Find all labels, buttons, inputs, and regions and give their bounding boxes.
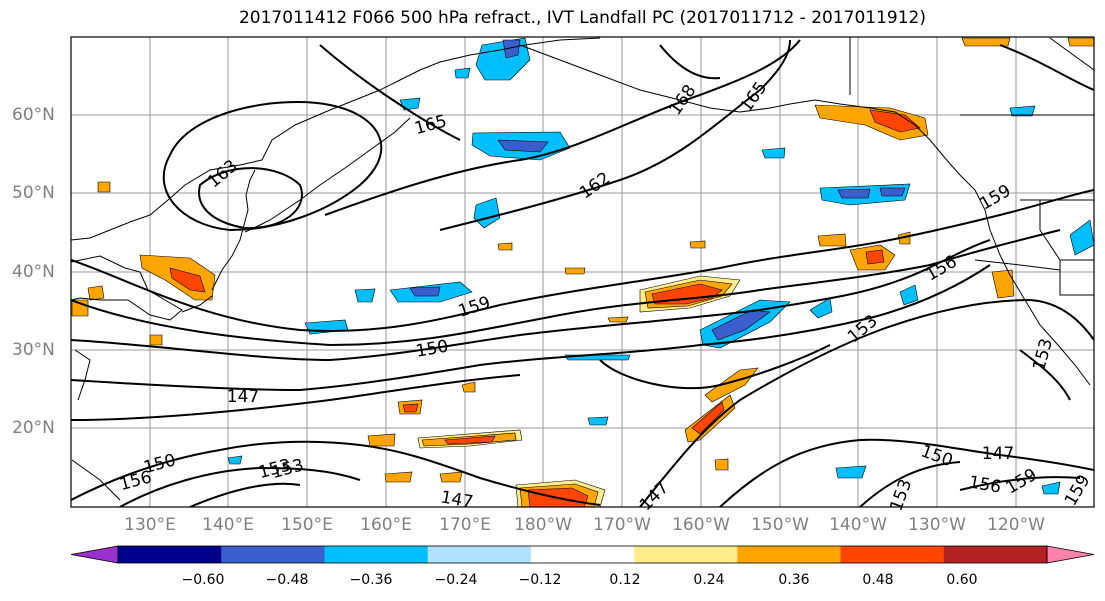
colorbar-tick-label: −0.12 <box>518 572 562 588</box>
colorbar-tick-label: −0.48 <box>265 572 309 588</box>
lat-tick-label: 20°N <box>12 418 55 438</box>
colorbar-outline <box>117 545 1048 564</box>
colorbar-segment <box>840 546 945 563</box>
colorbar-segment <box>737 546 842 563</box>
lat-tick-label: 50°N <box>12 183 55 203</box>
lon-tick-label: 170°E <box>439 515 491 535</box>
negative-anomaly-patches <box>227 37 1094 495</box>
colorbar-segment <box>118 546 222 563</box>
colorbar-extend-high <box>1046 545 1095 564</box>
colorbar-tick-label: −0.24 <box>434 572 478 588</box>
lon-tick-label: 150°W <box>751 515 809 535</box>
contour-label: 147 <box>439 487 474 512</box>
colorbar-segment <box>324 546 429 563</box>
colorbar-segment <box>943 546 1048 563</box>
lon-tick-label: 160°W <box>672 515 730 535</box>
lon-tick-label: 160°E <box>360 515 412 535</box>
lon-tick-label: 130°W <box>908 515 966 535</box>
contour-label: 147 <box>227 387 259 407</box>
lat-tick-label: 60°N <box>12 105 55 125</box>
colorbar-segment <box>427 546 532 563</box>
colorbar-tick-label: −0.60 <box>181 572 225 588</box>
colorbar-extend-low <box>70 545 119 564</box>
lon-tick-label: 140°E <box>202 515 254 535</box>
colorbar-tick-label: 0.36 <box>778 572 810 588</box>
lon-tick-label: 150°E <box>281 515 333 535</box>
lon-tick-label: 180°W <box>514 515 572 535</box>
colorbar-segment <box>221 546 325 563</box>
colorbar-tick-label: 0.12 <box>609 572 641 588</box>
colorbar-segment <box>634 546 738 563</box>
positive-anomaly-patches <box>71 37 1094 507</box>
colorbar-tick-label: −0.36 <box>349 572 393 588</box>
map-title: 2017011412 F066 500 hPa refract., IVT La… <box>238 8 926 28</box>
lon-tick-label: 140°W <box>829 515 887 535</box>
contour-lines <box>71 39 1094 507</box>
colorbar <box>70 545 1095 564</box>
lon-tick-label: 120°W <box>987 515 1045 535</box>
colorbar-tick-label: 0.60 <box>946 572 978 588</box>
contour-label: 147 <box>982 444 1014 464</box>
lon-tick-label: 170°W <box>593 515 651 535</box>
map-border <box>70 36 1095 508</box>
lat-tick-label: 40°N <box>12 262 55 282</box>
colorbar-tick-label: 0.24 <box>693 572 725 588</box>
lon-tick-label: 130°E <box>124 515 176 535</box>
coastlines <box>71 37 1094 501</box>
colorbar-tick-label: 0.48 <box>862 572 894 588</box>
colorbar-segment <box>530 546 635 563</box>
lat-tick-label: 30°N <box>12 340 55 360</box>
